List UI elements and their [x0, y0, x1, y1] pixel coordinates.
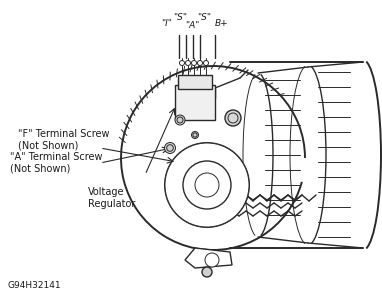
Text: Voltage
Regulator: Voltage Regulator	[88, 187, 135, 209]
Circle shape	[186, 61, 191, 65]
Circle shape	[197, 61, 202, 65]
Circle shape	[165, 143, 249, 227]
Circle shape	[183, 161, 231, 209]
Circle shape	[191, 61, 196, 65]
Circle shape	[205, 253, 219, 267]
Circle shape	[165, 142, 175, 154]
Bar	[178, 75, 212, 89]
Circle shape	[191, 131, 199, 139]
Bar	[175, 85, 215, 120]
Circle shape	[202, 267, 212, 277]
Circle shape	[180, 61, 185, 65]
Text: G94H32141: G94H32141	[8, 281, 62, 290]
Circle shape	[175, 115, 185, 125]
Circle shape	[225, 110, 241, 126]
Polygon shape	[185, 248, 232, 268]
Text: "A": "A"	[185, 21, 199, 30]
Text: "F" Terminal Screw
(Not Shown): "F" Terminal Screw (Not Shown)	[18, 129, 110, 151]
Text: "I": "I"	[162, 19, 172, 28]
Text: "A" Terminal Screw
(Not Shown): "A" Terminal Screw (Not Shown)	[10, 152, 102, 174]
Text: "S": "S"	[173, 13, 187, 22]
Text: "S": "S"	[197, 13, 211, 22]
Text: B+: B+	[215, 19, 229, 28]
Circle shape	[204, 61, 209, 65]
